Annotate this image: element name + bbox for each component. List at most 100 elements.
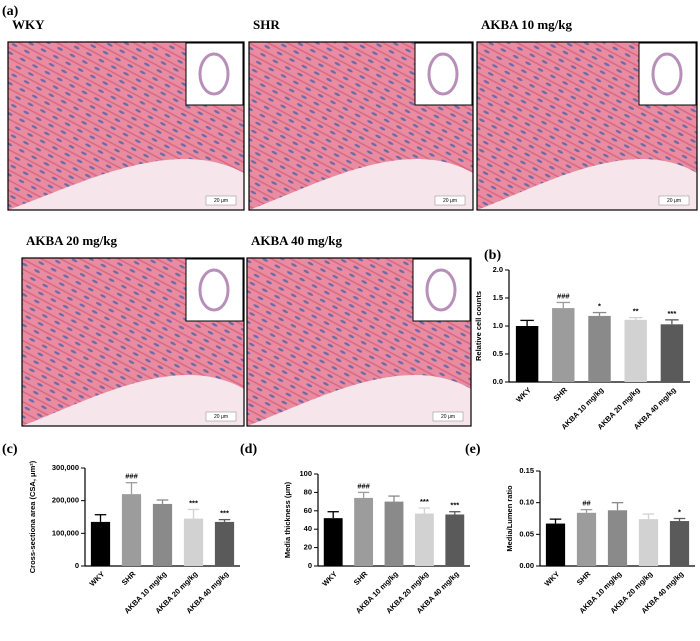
y-tick-label: 80 [304, 487, 312, 496]
bar [624, 319, 647, 382]
panel-label: (c) [2, 442, 18, 457]
panel-label: (b) [484, 248, 501, 263]
x-tick-label: WKY [514, 385, 533, 404]
bar [607, 510, 628, 566]
inset-vessel [198, 268, 230, 312]
bar [90, 521, 111, 566]
bar [515, 326, 539, 382]
micrograph: 20 μm [246, 257, 472, 427]
y-axis-label: Relative cell counts [474, 291, 483, 361]
y-tick-label: 40 [304, 524, 312, 533]
panel-label: (e) [465, 442, 481, 457]
y-tick-label: 1.0 [493, 321, 503, 330]
image-title: WKY [12, 17, 45, 32]
x-tick-label: SHR [352, 569, 370, 587]
y-tick-label: 0 [75, 561, 79, 570]
y-tick-label: 0.10 [519, 498, 534, 507]
bar [183, 518, 204, 566]
y-tick-label: 0.15 [519, 466, 534, 475]
y-tick-label: 2.0 [493, 265, 503, 274]
bar [545, 523, 566, 566]
bar [588, 315, 611, 382]
y-axis-label: Media thickness (μm) [283, 481, 292, 558]
inset-vessel [425, 268, 457, 312]
significance: *** [450, 501, 459, 510]
micrograph: 20 μm [476, 41, 698, 211]
frame [476, 41, 698, 211]
bar [669, 521, 690, 566]
inset-vessel [198, 52, 230, 96]
vessel-wall [8, 42, 244, 210]
scale-box [658, 195, 690, 206]
significance: *** [220, 509, 229, 518]
frame [246, 257, 472, 427]
scale-box [205, 411, 237, 422]
bar [323, 518, 343, 566]
bar [576, 512, 597, 566]
panel-label: (a) [2, 4, 19, 19]
scale-bar-label: 20 μm [441, 414, 455, 420]
frame [21, 257, 245, 427]
bar [414, 513, 434, 566]
scale-bar-label: 20 μm [214, 414, 228, 420]
bar [552, 308, 575, 382]
y-tick-label: 60 [304, 506, 312, 515]
x-tick-label: WKY [88, 569, 107, 588]
y-tick-label: 100 [299, 469, 312, 478]
bar [660, 324, 684, 382]
significance: ## [582, 499, 591, 508]
y-tick-label: 1.5 [493, 293, 503, 302]
scale-box [205, 195, 237, 206]
bar [638, 519, 659, 566]
significance: *** [189, 498, 198, 507]
significance: *** [668, 309, 677, 318]
y-axis-label: Media/Lumen ratio [505, 485, 514, 552]
image-title: AKBA 40 mg/kg [251, 233, 343, 248]
scale-bar-label: 20 μm [667, 198, 681, 204]
bar [121, 494, 142, 566]
significance: ### [357, 481, 370, 490]
tissue [8, 42, 244, 210]
y-tick-label: 100,000 [52, 528, 79, 537]
image-title: AKBA 20 mg/kg [26, 233, 118, 248]
significance: *** [420, 497, 429, 506]
bar [214, 521, 235, 566]
x-tick-label: SHR [552, 385, 570, 403]
frame [7, 41, 245, 211]
micrograph: 20 μm [248, 41, 474, 211]
scale-bar-label: 20 μm [214, 198, 228, 204]
y-axis-label: Cross-sectiona area (CSA, μm²) [28, 460, 37, 573]
significance: ### [557, 291, 570, 300]
inset [185, 258, 244, 322]
bar [384, 501, 404, 566]
inset [412, 258, 471, 322]
scale-box [432, 411, 464, 422]
significance: * [678, 507, 681, 516]
micrograph: 20 μm [7, 41, 245, 211]
x-tick-label: WKY [543, 569, 562, 588]
inset [414, 42, 473, 106]
bar [445, 514, 465, 566]
y-tick-label: 300,000 [52, 463, 79, 472]
inset [638, 42, 697, 106]
x-tick-label: SHR [575, 569, 593, 587]
panel-label: (d) [240, 442, 257, 457]
significance: ### [125, 472, 138, 481]
bar [152, 503, 173, 566]
y-tick-label: 200,000 [52, 496, 79, 505]
y-tick-label: 0.5 [493, 349, 503, 358]
significance: * [598, 302, 601, 311]
image-title: SHR [253, 17, 280, 32]
bar [354, 497, 374, 566]
inset-vessel [427, 52, 459, 96]
y-tick-label: 20 [304, 543, 312, 552]
image-title: AKBA 10 mg/kg [481, 17, 573, 32]
micrograph: 20 μm [21, 257, 245, 427]
y-tick-label: 0 [308, 561, 312, 570]
y-tick-label: 0.0 [493, 377, 503, 386]
scale-bar-label: 20 μm [443, 198, 457, 204]
significance: ** [633, 307, 639, 316]
x-tick-label: WKY [320, 569, 339, 588]
x-tick-label: SHR [120, 569, 138, 587]
